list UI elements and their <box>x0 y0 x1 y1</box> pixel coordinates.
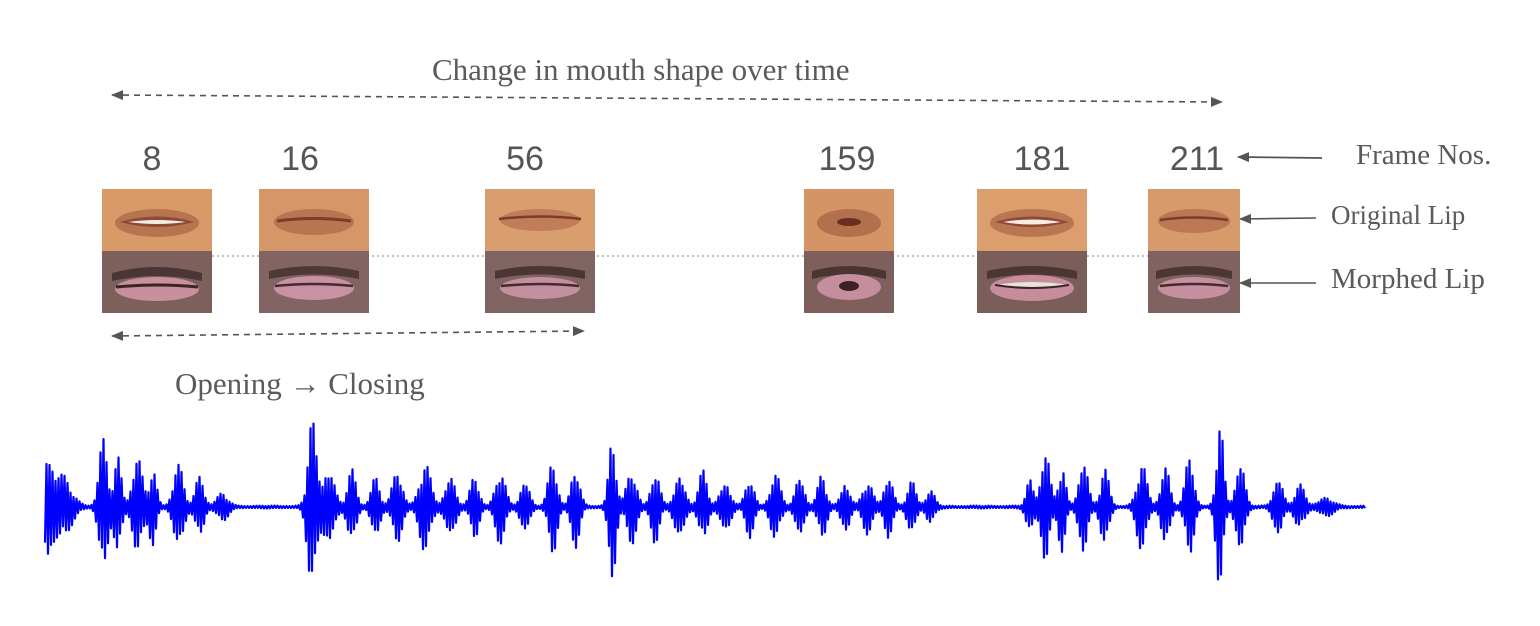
original-lip-image <box>485 189 595 251</box>
figure-title: Change in mouth shape over time <box>432 52 850 87</box>
morphed-lip-label: Morphed Lip <box>1331 263 1485 295</box>
frame-nos-pointer-arrow <box>1237 152 1323 163</box>
lip-pair-frame-181 <box>977 189 1087 313</box>
lip-pair-frame-8 <box>102 189 212 313</box>
opening-closing-label: Opening → Closing <box>175 366 425 401</box>
original-lip-image <box>102 189 212 251</box>
original-lip-image <box>259 189 369 251</box>
morphed-lip-image <box>977 251 1087 313</box>
time-span-arrow <box>111 90 1223 107</box>
opening-closing-arrow <box>111 326 585 341</box>
original-lip-label: Original Lip <box>1331 200 1466 230</box>
morphed-lip-image <box>804 251 894 313</box>
frame-number: 181 <box>1013 140 1071 178</box>
morphed-lip-image <box>259 251 369 313</box>
morphed-lip-image <box>102 251 212 313</box>
frame-number: 211 <box>1169 140 1225 178</box>
lip-pair-frame-159 <box>804 189 894 313</box>
frame-number: 16 <box>281 140 319 178</box>
lip-pair-frame-56 <box>485 189 595 313</box>
original-lip-image <box>977 189 1087 251</box>
frame-number: 56 <box>506 140 544 178</box>
frame-nos-label: Frame Nos. <box>1356 139 1492 171</box>
morphed-lip-image <box>1148 251 1240 313</box>
original-lip-image <box>804 189 894 251</box>
frame-number: 159 <box>818 140 876 178</box>
lip-pair-frame-211 <box>1148 189 1240 313</box>
lip-pair-frame-16 <box>259 189 369 313</box>
frame-number: 8 <box>142 140 162 178</box>
original-lip-image <box>1148 189 1240 251</box>
morphed-lip-image <box>485 251 595 313</box>
original-lip-pointer-arrow <box>1239 213 1317 224</box>
waveform-trace <box>43 422 1366 581</box>
